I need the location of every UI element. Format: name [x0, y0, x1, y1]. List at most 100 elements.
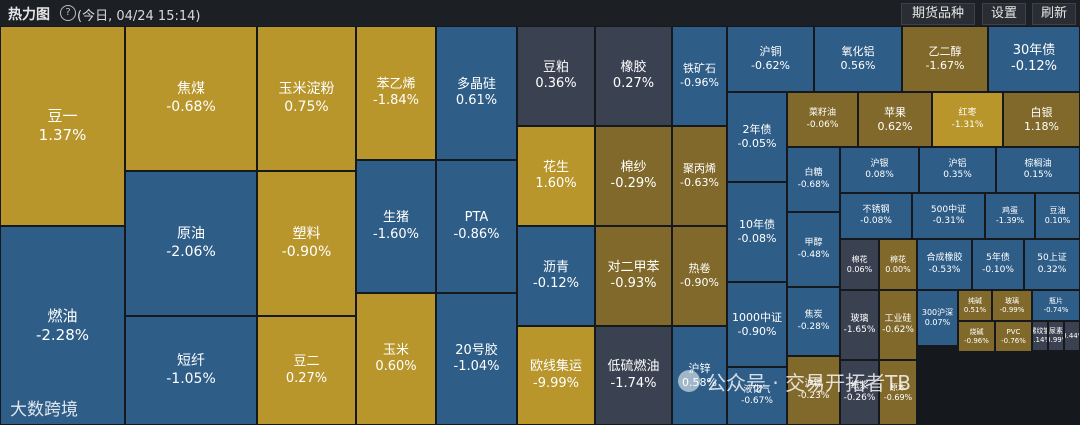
- cell-change: 0.62%: [877, 119, 913, 133]
- heatmap-cell[interactable]: 工业硅 -0.62%: [879, 290, 917, 360]
- cell-name: 苹果: [884, 105, 906, 119]
- heatmap-cell[interactable]: 尿素-0.99%: [1048, 321, 1064, 351]
- cell-change: -1.39%: [995, 216, 1025, 225]
- cell-change: -0.99%: [1049, 336, 1063, 344]
- heatmap-cell[interactable]: 沪铝 0.35%: [919, 147, 996, 193]
- heatmap-cell[interactable]: 纸浆 -0.26%: [840, 360, 879, 425]
- cell-change: -0.68%: [797, 179, 830, 190]
- heatmap-cell[interactable]: 白银 1.18%: [1003, 92, 1080, 147]
- heatmap-cell[interactable]: 橡胶 0.27%: [595, 26, 672, 126]
- heatmap-cell[interactable]: 1000中证 -0.90%: [727, 282, 787, 367]
- heatmap-cell[interactable]: 沥青 -0.12%: [517, 226, 595, 326]
- heatmap-cell[interactable]: 500中证 -0.31%: [912, 193, 985, 239]
- cell-name: 20号胶: [455, 342, 498, 358]
- heatmap-cell[interactable]: 豆一 1.37%: [0, 26, 125, 226]
- heatmap-cell[interactable]: 30年债 -0.12%: [988, 26, 1080, 92]
- heatmap-cell[interactable]: 螺纹钢0.14%: [1032, 321, 1048, 351]
- heatmap-cell[interactable]: -0.44%: [1064, 321, 1080, 351]
- cell-change: -0.90%: [680, 276, 719, 289]
- heatmap-cell[interactable]: 20号胶 -1.04%: [436, 293, 517, 425]
- heatmap-cell[interactable]: 玻璃 -1.65%: [840, 290, 879, 360]
- heatmap-cell[interactable]: 合成橡胶 -0.53%: [917, 239, 972, 290]
- heatmap-cell[interactable]: 50上证 0.32%: [1024, 239, 1080, 290]
- heatmap-cell[interactable]: 红枣 -1.31%: [932, 92, 1003, 147]
- refresh-button[interactable]: 刷新: [1032, 3, 1076, 25]
- cell-name: 欧线集运: [529, 359, 582, 375]
- cell-name: 瓶片: [1049, 296, 1063, 305]
- settings-button[interactable]: 设置: [982, 3, 1026, 25]
- heatmap-cell[interactable]: 短纤 -1.05%: [125, 316, 257, 425]
- heatmap-cell[interactable]: 白糖 -0.68%: [787, 147, 840, 212]
- cell-name: 500中证: [930, 204, 967, 215]
- heatmap-cell[interactable]: 2年债 -0.05%: [727, 92, 787, 182]
- cell-name: 塑料: [292, 226, 321, 242]
- cell-change: -0.90%: [281, 243, 332, 260]
- cell-change: -0.12%: [1011, 59, 1057, 74]
- heatmap-cell[interactable]: 甲醇 -0.48%: [787, 212, 840, 287]
- heatmap-cell[interactable]: 烧碱 -0.96%: [958, 321, 995, 352]
- cell-name: 焦炭: [804, 310, 823, 321]
- heatmap-cell[interactable]: 沪铜 -0.62%: [727, 26, 814, 92]
- cell-change: -0.05%: [737, 137, 777, 150]
- heatmap-cell[interactable]: 欧线集运 -9.99%: [517, 326, 595, 425]
- heatmap-cell[interactable]: 豆油 0.10%: [1035, 193, 1080, 239]
- heatmap-cell[interactable]: PTA -0.86%: [436, 160, 517, 293]
- cell-change: 0.08%: [865, 170, 894, 180]
- heatmap-cell[interactable]: 沪银 0.08%: [840, 147, 919, 193]
- heatmap-cell[interactable]: 焦炭 -0.28%: [787, 287, 840, 356]
- heatmap-cell[interactable]: 瓶片 -0.74%: [1032, 290, 1080, 321]
- cell-change: -0.96%: [964, 336, 989, 345]
- heatmap-cell[interactable]: 氧化铝 0.56%: [814, 26, 902, 92]
- heatmap-cell[interactable]: 棕榈油 0.15%: [996, 147, 1080, 193]
- heatmap-cell[interactable]: 聚丙烯 -0.63%: [672, 126, 727, 226]
- cell-change: -1.31%: [951, 119, 984, 130]
- heatmap-cell[interactable]: 玉米 0.60%: [356, 293, 436, 425]
- heatmap-cell[interactable]: 乙二醇 -1.67%: [902, 26, 988, 92]
- heatmap-cell[interactable]: 塑料 -0.90%: [257, 171, 356, 316]
- heatmap-cell[interactable]: 低硫燃油 -1.74%: [595, 326, 672, 425]
- heatmap-cell[interactable]: 棉花 0.00%: [879, 239, 917, 290]
- cell-name: 棕榈油: [1024, 158, 1052, 169]
- heatmap-cell[interactable]: 液化气 -0.67%: [727, 367, 787, 425]
- heatmap-cell[interactable]: 燃油 -2.28%: [0, 226, 125, 425]
- futures-variety-button[interactable]: 期货品种: [901, 3, 975, 25]
- cell-name: 豆一: [47, 107, 78, 126]
- heatmap-cell[interactable]: PVC -0.76%: [995, 321, 1032, 352]
- heatmap-cell[interactable]: 豆二 0.27%: [257, 316, 356, 425]
- cell-change: -0.06%: [806, 119, 839, 130]
- heatmap-cell[interactable]: 菜籽油 -0.06%: [787, 92, 858, 147]
- brand-watermark: 大数跨境: [10, 400, 78, 420]
- heatmap-cell[interactable]: 5年债 -0.10%: [972, 239, 1024, 290]
- heatmap-cell[interactable]: 不锈钢 -0.08%: [840, 193, 912, 239]
- heatmap-cell[interactable]: 原油 -2.06%: [125, 171, 257, 316]
- timestamp: (今日, 04/24 15:14): [77, 9, 201, 24]
- heatmap-cell[interactable]: 焦煤 -0.68%: [125, 26, 257, 171]
- heatmap-cell[interactable]: 多晶硅 0.61%: [436, 26, 517, 160]
- heatmap-cell[interactable]: 棉花 0.06%: [840, 239, 879, 290]
- heatmap-cell[interactable]: 热卷 -0.90%: [672, 226, 727, 326]
- cell-change: -0.67%: [741, 396, 773, 406]
- heatmap-cell[interactable]: 玉米淀粉 0.75%: [257, 26, 356, 171]
- heatmap-cell[interactable]: 生猪 -1.60%: [356, 160, 436, 293]
- heatmap-cell[interactable]: 300沪深 0.07%: [917, 290, 958, 346]
- cell-name: 5年债: [986, 253, 1010, 264]
- help-icon[interactable]: ?: [60, 5, 76, 21]
- cell-change: -2.06%: [166, 243, 216, 260]
- cell-change: 0.51%: [963, 305, 987, 314]
- cell-name: 300沪深: [921, 308, 954, 317]
- cell-name: 不锈钢: [862, 204, 890, 215]
- cell-change: 0.00%: [885, 264, 911, 274]
- heatmap-cell[interactable]: 棉纱 -0.29%: [595, 126, 672, 226]
- heatmap-cell[interactable]: 原木 -0.69%: [879, 360, 917, 425]
- heatmap-cell[interactable]: 花生 1.60%: [517, 126, 595, 226]
- heatmap-cell[interactable]: 苹果 0.62%: [858, 92, 932, 147]
- heatmap-cell[interactable]: 豆粕 0.36%: [517, 26, 595, 126]
- heatmap-cell[interactable]: 铁矿石 -0.96%: [672, 26, 727, 126]
- heatmap-cell[interactable]: 对二甲苯 -0.93%: [595, 226, 672, 326]
- heatmap-cell[interactable]: 沪镍 -0.23%: [787, 356, 840, 425]
- heatmap-cell[interactable]: 10年债 -0.08%: [727, 182, 787, 282]
- heatmap-cell[interactable]: 玻璃 -0.99%: [992, 290, 1032, 321]
- heatmap-cell[interactable]: 苯乙烯 -1.84%: [356, 26, 436, 160]
- heatmap-cell[interactable]: 鸡蛋 -1.39%: [985, 193, 1035, 239]
- heatmap-cell[interactable]: 纯碱 0.51%: [958, 290, 992, 321]
